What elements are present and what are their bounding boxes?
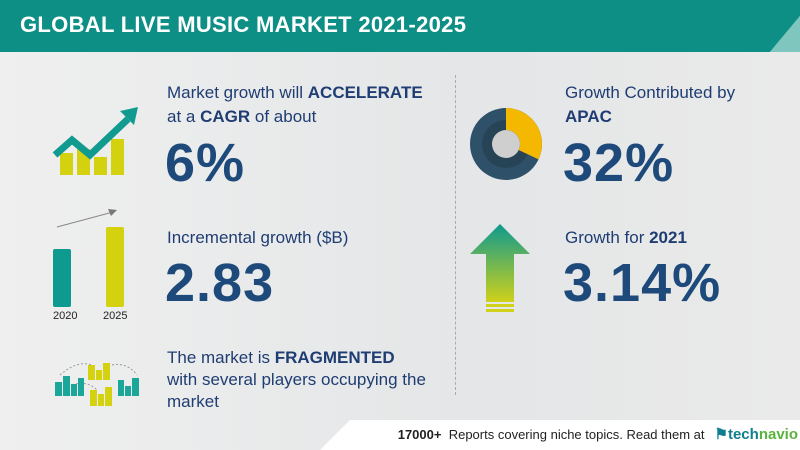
footer-row: 17000+ Reports covering niche topics. Re… <box>352 420 798 450</box>
growth-chart-icon <box>52 107 138 175</box>
technavio-logo[interactable]: ⚑technavio <box>714 426 798 443</box>
apac-value: 32% <box>563 133 675 193</box>
incremental-bar-icon <box>53 209 124 307</box>
buildings-network-icon <box>55 363 139 406</box>
bar-label-2025: 2025 <box>103 310 128 322</box>
yoy-label: Growth for 2021 <box>565 228 687 247</box>
apac-line1: Growth Contributed by <box>565 83 736 102</box>
logo-flag-icon: ⚑ <box>714 426 728 443</box>
incremental-value: 2.83 <box>165 253 275 313</box>
fragmented-line2: with several players occupying the <box>167 370 426 389</box>
cagr-line2: at a CAGR of about <box>167 107 317 126</box>
incremental-label: Incremental growth ($B) <box>167 228 349 247</box>
yoy-value: 3.14% <box>563 253 722 313</box>
page-title: GLOBAL LIVE MUSIC MARKET 2021-2025 <box>20 12 467 37</box>
section-divider <box>455 75 456 395</box>
donut-slice-apac <box>506 108 542 160</box>
cagr-line1: Market growth will ACCELERATE <box>167 83 423 102</box>
donut-chart-icon <box>470 108 542 180</box>
footer-text: 17000+ Reports covering niche topics. Re… <box>397 427 705 442</box>
bar-label-2020: 2020 <box>53 310 78 322</box>
cagr-value: 6% <box>165 133 246 193</box>
fragmented-line1: The market is FRAGMENTED <box>167 348 395 367</box>
fragmented-line3: market <box>167 392 219 411</box>
header-bar <box>0 0 800 52</box>
apac-line2: APAC <box>565 107 612 126</box>
up-arrow-icon <box>470 224 530 312</box>
